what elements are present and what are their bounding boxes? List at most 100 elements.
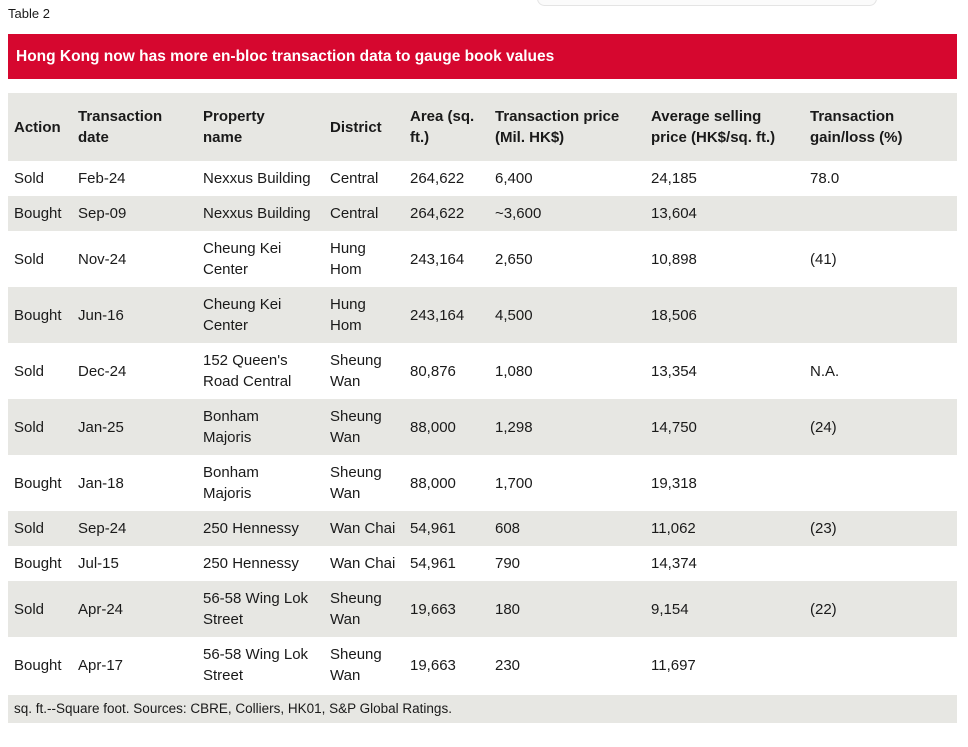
cell-price: ~3,600 (495, 205, 542, 222)
col-header-property-name: Property name (203, 93, 330, 161)
cell-action: Sold (14, 250, 45, 268)
cell-avg-price: 14,374 (651, 555, 697, 572)
cell-action: Bought (14, 555, 62, 572)
table-title: Hong Kong now has more en-bloc transacti… (16, 47, 555, 65)
cell-gain-loss: (41) (810, 250, 837, 268)
cell-price: 1,298 (495, 418, 533, 436)
table-row: Sold Nov-24 Cheung Kei Center Hung Hom 2… (8, 231, 957, 287)
cell-property-name: Bonham Majoris (203, 408, 259, 446)
cell-avg-price: 19,318 (651, 474, 697, 492)
cell-gain-loss: 78.0 (810, 170, 840, 187)
cell-action: Sold (14, 600, 45, 618)
cell-avg-price: 13,604 (651, 205, 697, 222)
cell-date: Dec-24 (78, 362, 127, 380)
cell-property-name: 56-58 Wing Lok Street (203, 590, 309, 628)
cell-area: 243,164 (410, 250, 465, 268)
cell-action: Bought (14, 656, 62, 674)
cell-gain-loss (810, 196, 957, 231)
cell-date: Nov-24 (78, 250, 127, 268)
cell-action: Bought (14, 205, 62, 222)
cell-district: Central (330, 205, 379, 222)
table-row: Sold Dec-24 152 Queen's Road Central She… (8, 343, 957, 399)
cell-avg-price: 18,506 (651, 306, 697, 324)
table-row: Bought Apr-17 56-58 Wing Lok Street Sheu… (8, 637, 957, 693)
col-header-district: District (330, 93, 410, 161)
cell-property-name: Cheung Kei Center (203, 240, 282, 278)
col-header-date: Transaction date (78, 93, 203, 161)
col-header-action: Action (8, 93, 78, 161)
cell-action: Sold (14, 418, 45, 436)
cell-area: 264,622 (410, 205, 465, 222)
cell-price: 4,500 (495, 306, 533, 324)
cell-property-name: 250 Hennessy (203, 520, 299, 537)
transactions-table: Action Transaction date Property name Di… (8, 93, 957, 693)
cell-area: 54,961 (410, 555, 456, 572)
cell-date: Sep-24 (78, 520, 127, 537)
cell-property-name: 152 Queen's Road Central (203, 352, 292, 390)
cell-property-name: 56-58 Wing Lok Street (203, 646, 309, 684)
cell-avg-price: 14,750 (651, 418, 697, 436)
cell-price: 2,650 (495, 250, 533, 268)
table-number-label: Table 2 (8, 6, 50, 21)
table-row: Bought Jul-15 250 Hennessy Wan Chai 54,9… (8, 546, 957, 581)
cell-area: 243,164 (410, 306, 465, 324)
cell-gain-loss: (22) (810, 600, 837, 618)
cell-area: 80,876 (410, 362, 456, 380)
table-header: Action Transaction date Property name Di… (8, 93, 957, 161)
cell-district: Sheung Wan (330, 464, 382, 502)
cell-district: Wan Chai (330, 555, 396, 572)
header-row: Action Transaction date Property name Di… (8, 93, 957, 161)
cell-area: 19,663 (410, 600, 456, 618)
cell-district: Central (330, 170, 379, 187)
table-title-banner: Hong Kong now has more en-bloc transacti… (8, 34, 957, 79)
cell-district: Sheung Wan (330, 646, 382, 684)
cell-price: 1,080 (495, 362, 533, 380)
col-header-price: Transaction price (Mil. HK$) (495, 93, 651, 161)
cell-property-name: Cheung Kei Center (203, 296, 282, 334)
col-header-gain-loss: Transaction gain/loss (%) (810, 93, 957, 161)
table-row: Sold Feb-24 Nexxus Building Central 264,… (8, 161, 957, 196)
cell-property-name: Nexxus Building (203, 170, 311, 187)
cell-area: 19,663 (410, 656, 456, 674)
cell-area: 54,961 (410, 520, 456, 537)
cell-district: Wan Chai (330, 520, 396, 537)
cell-date: Apr-24 (78, 600, 124, 618)
cell-district: Sheung Wan (330, 408, 382, 446)
cell-price: 230 (495, 656, 521, 674)
cell-gain-loss: N.A. (810, 362, 840, 380)
cell-avg-price: 9,154 (651, 600, 689, 618)
col-header-avg-price: Average selling price (HK$/sq. ft.) (651, 93, 810, 161)
cell-date: Jul-15 (78, 555, 119, 572)
table-footnote: sq. ft.--Square foot. Sources: CBRE, Col… (8, 695, 957, 723)
cell-gain-loss (810, 287, 957, 343)
col-header-area: Area (sq. ft.) (410, 93, 495, 161)
table-row: Bought Sep-09 Nexxus Building Central 26… (8, 196, 957, 231)
cell-property-name: Nexxus Building (203, 205, 311, 222)
cell-price: 608 (495, 520, 521, 537)
cell-gain-loss: (24) (810, 418, 837, 436)
cell-price: 180 (495, 600, 521, 618)
cell-property-name: 250 Hennessy (203, 555, 299, 572)
cell-date: Jun-16 (78, 306, 124, 324)
scrolled-card-edge (537, 0, 877, 6)
cell-area: 264,622 (410, 170, 465, 187)
table-row: Sold Apr-24 56-58 Wing Lok Street Sheung… (8, 581, 957, 637)
cell-gain-loss (810, 455, 957, 511)
cell-avg-price: 13,354 (651, 362, 697, 380)
cell-area: 88,000 (410, 418, 456, 436)
table-row: Bought Jan-18 Bonham Majoris Sheung Wan … (8, 455, 957, 511)
cell-action: Sold (14, 520, 45, 537)
cell-date: Sep-09 (78, 205, 127, 222)
cell-avg-price: 24,185 (651, 170, 697, 187)
cell-price: 6,400 (495, 170, 533, 187)
cell-gain-loss: (23) (810, 520, 837, 537)
cell-price: 1,700 (495, 474, 533, 492)
cell-date: Apr-17 (78, 656, 124, 674)
cell-action: Sold (14, 170, 45, 187)
cell-avg-price: 10,898 (651, 250, 697, 268)
cell-district: Sheung Wan (330, 590, 382, 628)
cell-action: Bought (14, 306, 62, 324)
cell-price: 790 (495, 555, 521, 572)
cell-date: Jan-18 (78, 474, 124, 492)
cell-district: Sheung Wan (330, 352, 382, 390)
